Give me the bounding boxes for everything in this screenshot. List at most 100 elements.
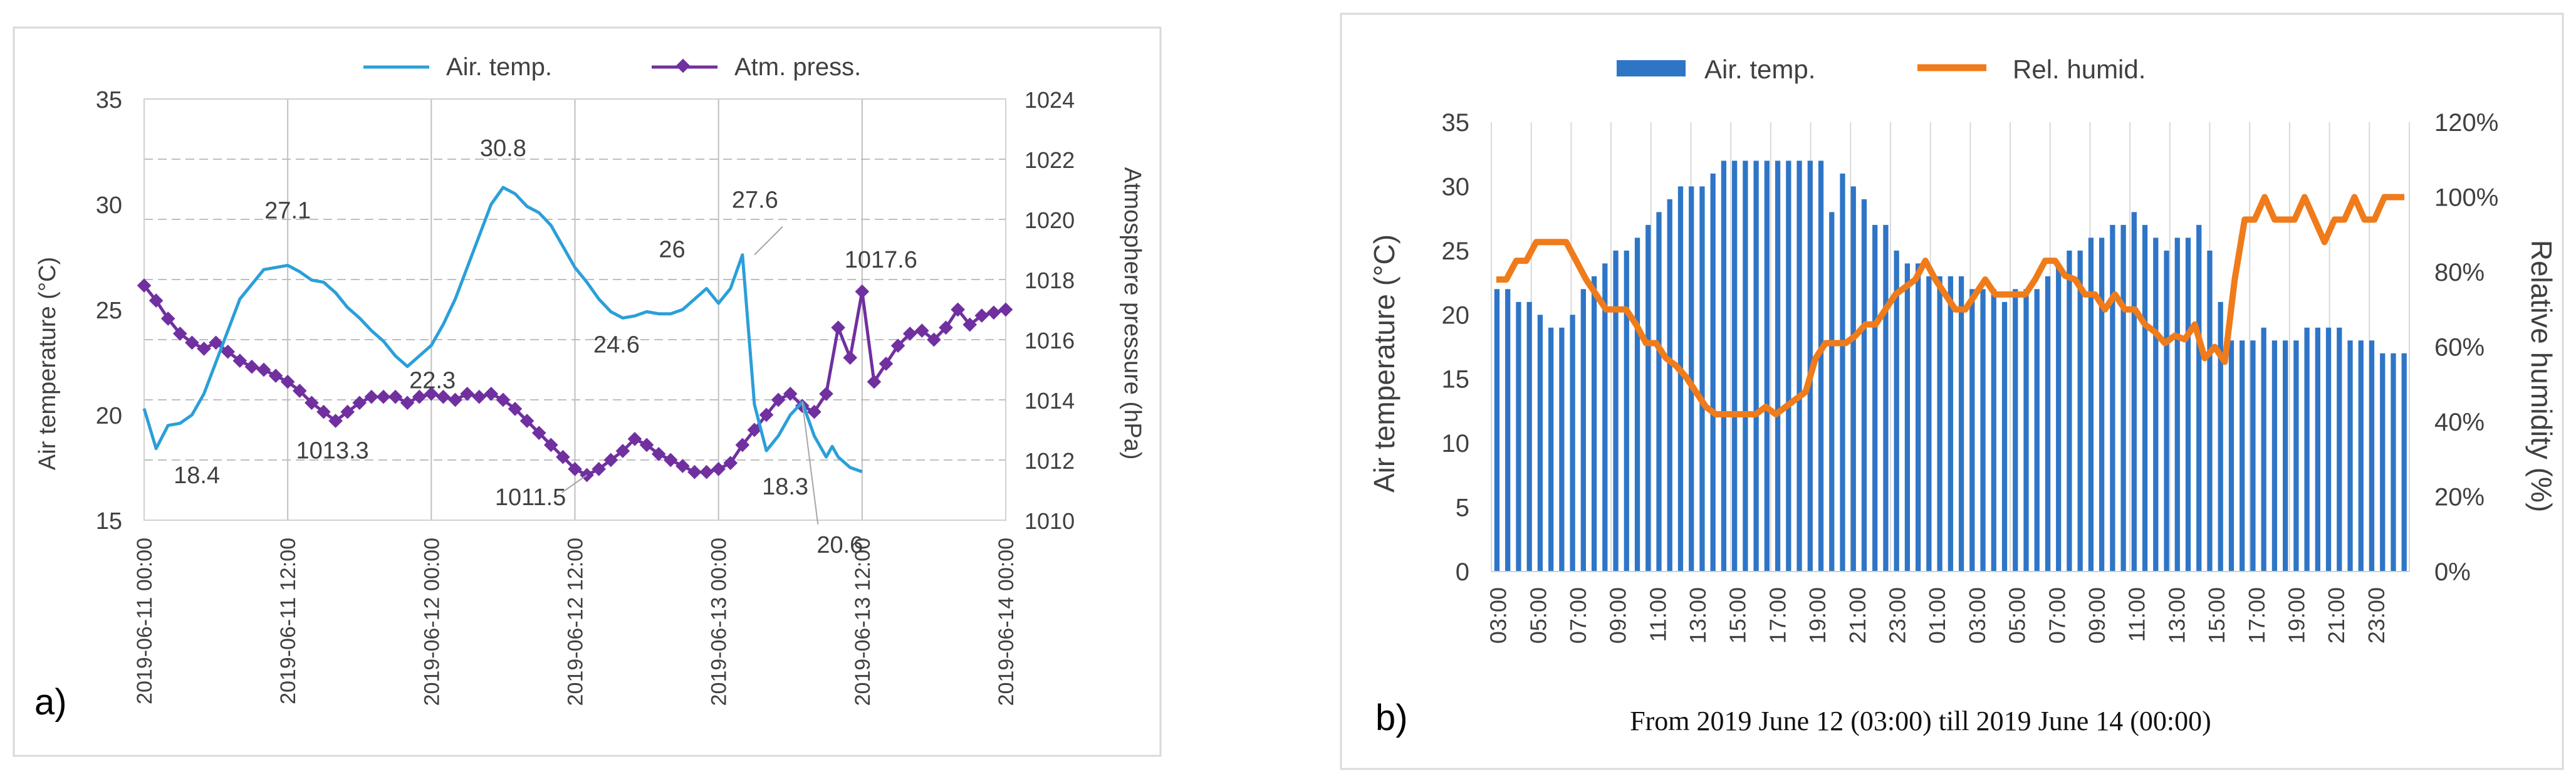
bar-air-temp bbox=[2077, 250, 2083, 572]
point-atm-press bbox=[939, 320, 953, 335]
point-atm-press bbox=[340, 404, 355, 419]
bar-air-temp bbox=[1872, 224, 1878, 572]
x-tick-a: 2019-06-11 12:00 bbox=[276, 538, 300, 704]
point-atm-press bbox=[185, 335, 199, 350]
data-label-atm-press: 1011.5 bbox=[495, 484, 566, 511]
x-tick-b: 19:00 bbox=[1805, 587, 1830, 644]
x-tick-b: 11:00 bbox=[1645, 587, 1671, 642]
y-tick-left-b: 10 bbox=[1442, 430, 1470, 457]
y-axis-title-left-a: Air temperature (°C) bbox=[34, 257, 61, 470]
bar-air-temp bbox=[2088, 238, 2094, 572]
bar-air-temp bbox=[1775, 160, 1781, 572]
point-atm-press bbox=[268, 368, 283, 383]
point-atm-press bbox=[292, 384, 307, 398]
y-tick-right-a: 1014 bbox=[1025, 388, 1075, 414]
bar-air-temp bbox=[1710, 173, 1716, 572]
bar-air-temp bbox=[1570, 315, 1575, 572]
bar-air-temp bbox=[1624, 250, 1629, 572]
point-atm-press bbox=[305, 395, 319, 410]
bar-air-temp bbox=[2001, 301, 2008, 572]
point-atm-press bbox=[221, 344, 235, 359]
series-line-air-temp bbox=[142, 186, 863, 474]
bar-air-temp bbox=[1494, 289, 1500, 572]
x-tick-b: 09:00 bbox=[1605, 587, 1631, 644]
bar-air-temp bbox=[2315, 327, 2320, 572]
bar-air-temp bbox=[1829, 212, 1835, 572]
y-tick-left-b: 15 bbox=[1442, 366, 1470, 394]
data-label-atm-press: 1013.3 bbox=[296, 438, 368, 464]
bar-air-temp bbox=[1677, 186, 1684, 572]
y-tick-right-b: 60% bbox=[2434, 334, 2485, 362]
bar-air-temp bbox=[2110, 224, 2115, 572]
x-tick-b: 15:00 bbox=[1725, 587, 1751, 644]
data-label-air-temp: 27.6 bbox=[732, 187, 778, 214]
data-label-air-temp: 24.6 bbox=[593, 332, 640, 358]
bar-air-temp bbox=[1634, 238, 1640, 572]
bar-air-temp bbox=[1559, 327, 1565, 572]
point-atm-press bbox=[448, 392, 462, 407]
series-b bbox=[1494, 160, 2407, 572]
data-label-air-temp: 26 bbox=[659, 236, 685, 263]
x-tick-b: 07:00 bbox=[1565, 587, 1591, 644]
point-atm-press bbox=[771, 392, 786, 407]
bar-air-temp bbox=[2164, 250, 2169, 572]
y-tick-left-b: 0 bbox=[1456, 558, 1469, 586]
point-atm-press bbox=[627, 432, 642, 446]
chart-b-x-caption: From 2019 June 12 (03:00) till 2019 June… bbox=[1630, 706, 2211, 736]
legend-marker-atm-press bbox=[675, 58, 691, 73]
bar-air-temp bbox=[2240, 340, 2245, 572]
y-tick-right-b: 100% bbox=[2434, 184, 2498, 212]
legend-b: Air. temp. Rel. humid. bbox=[1617, 55, 2146, 84]
point-atm-press bbox=[232, 353, 248, 368]
point-atm-press bbox=[951, 302, 965, 317]
bar-air-temp bbox=[1753, 160, 1759, 572]
x-tick-b: 13:00 bbox=[2164, 587, 2189, 644]
point-atm-press bbox=[819, 387, 833, 401]
point-atm-press bbox=[783, 387, 798, 401]
x-tick-b: 03:00 bbox=[1486, 587, 1511, 644]
bar-air-temp bbox=[1699, 186, 1705, 572]
point-atm-press bbox=[592, 462, 607, 476]
bar-air-temp bbox=[2369, 340, 2375, 572]
x-tick-b: 15:00 bbox=[2204, 587, 2229, 644]
bar-air-temp bbox=[1764, 160, 1770, 572]
bar-air-temp bbox=[1526, 301, 1532, 572]
bar-air-temp bbox=[1916, 263, 1921, 572]
chart-panel-b: Air. temp. Rel. humid. 03:00 05:00 07:00 09… bbox=[1368, 55, 2558, 738]
leader-line bbox=[754, 226, 783, 256]
x-tick-a: 2019-06-12 12:00 bbox=[564, 538, 588, 706]
point-atm-press bbox=[531, 426, 546, 441]
point-atm-press bbox=[902, 327, 917, 341]
legend-label-atm-press: Atm. press. bbox=[734, 53, 861, 81]
chart-panel-a: Air. temp. Atm. press. 10101012101410161… bbox=[34, 53, 1145, 723]
point-atm-press bbox=[388, 389, 403, 404]
bar-air-temp bbox=[1602, 263, 1608, 572]
bar-air-temp bbox=[2196, 224, 2202, 572]
y-axis-title-left-b: Air temperature (°C) bbox=[1368, 234, 1400, 493]
data-label-air-temp: 18.4 bbox=[174, 463, 220, 489]
bar-air-temp bbox=[2325, 327, 2332, 572]
point-atm-press bbox=[519, 414, 534, 428]
bar-air-temp bbox=[1926, 276, 1932, 572]
point-atm-press bbox=[663, 452, 678, 468]
bar-air-temp bbox=[2099, 238, 2105, 572]
data-label-air-temp: 30.8 bbox=[480, 135, 526, 162]
x-tick-b: 09:00 bbox=[2084, 587, 2110, 644]
x-tick-b: 01:00 bbox=[1924, 587, 1950, 644]
bar-air-temp bbox=[1818, 160, 1824, 572]
x-tick-b: 23:00 bbox=[1885, 587, 1911, 644]
point-atm-press bbox=[508, 402, 523, 416]
data-label-air-temp: 18.3 bbox=[762, 474, 808, 500]
bar-air-temp bbox=[1721, 160, 1727, 572]
y-tick-right-a: 1018 bbox=[1025, 268, 1075, 293]
y-tick-right-a: 1024 bbox=[1025, 87, 1075, 113]
x-tick-b: 07:00 bbox=[2044, 587, 2070, 644]
bar-air-temp bbox=[2207, 250, 2213, 572]
point-atm-press bbox=[556, 449, 570, 464]
y-tick-left-b: 25 bbox=[1442, 238, 1470, 265]
bar-air-temp bbox=[1743, 160, 1748, 572]
bar-air-temp bbox=[1732, 160, 1738, 572]
point-atm-press bbox=[867, 374, 882, 389]
point-atm-press bbox=[172, 327, 187, 341]
data-label-air-temp: 27.1 bbox=[264, 197, 311, 224]
